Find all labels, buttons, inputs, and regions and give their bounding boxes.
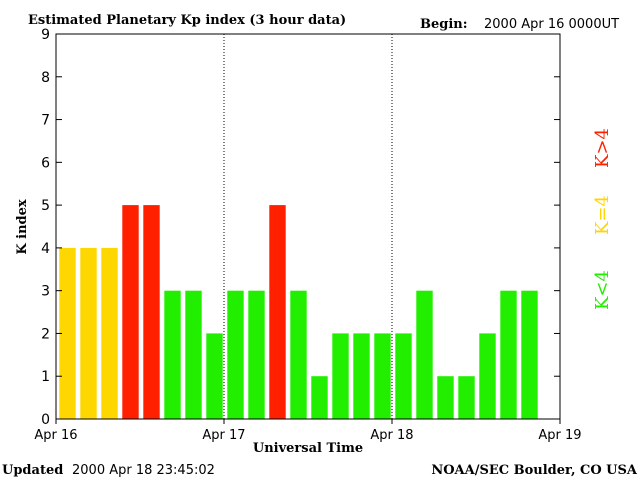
source-credit: NOAA/SEC Boulder, CO USA xyxy=(431,463,638,478)
kp-bar xyxy=(143,205,160,419)
y-tick-label: 3 xyxy=(41,284,50,300)
kp-bar xyxy=(458,376,475,419)
legend-equal: K=4 xyxy=(592,195,613,235)
x-tick-label: Apr 19 xyxy=(538,428,581,443)
plot-frame xyxy=(55,33,561,420)
kp-bar xyxy=(227,290,244,419)
updated-value: 2000 Apr 18 23:45:02 xyxy=(72,463,215,478)
kp-bar xyxy=(206,333,223,419)
kp-bar xyxy=(59,247,76,419)
y-axis-label: K index xyxy=(15,199,30,255)
begin-label: Begin: xyxy=(420,17,468,32)
y-tick-label: 7 xyxy=(41,113,50,129)
begin-value: 2000 Apr 16 0000UT xyxy=(484,17,619,32)
kp-bar xyxy=(164,290,181,419)
kp-bar xyxy=(374,333,391,419)
day-grid-lines xyxy=(223,34,393,419)
updated-label: Updated xyxy=(2,463,63,478)
kp-bar xyxy=(248,290,265,419)
y-tick-label: 0 xyxy=(41,412,50,428)
kp-bar xyxy=(479,333,496,419)
kp-bar xyxy=(353,333,370,419)
kp-bar xyxy=(500,290,517,419)
kp-bar xyxy=(311,376,328,419)
kp-bar xyxy=(269,205,286,419)
legend-low: K<4 xyxy=(592,270,613,310)
chart-title: Estimated Planetary Kp index (3 hour dat… xyxy=(28,13,346,28)
y-tick-label: 1 xyxy=(41,369,50,385)
kp-bar xyxy=(437,376,454,419)
y-tick-label: 6 xyxy=(41,155,50,171)
kp-bar xyxy=(290,290,307,419)
kp-bar xyxy=(521,290,538,419)
kp-bars xyxy=(59,205,538,419)
kp-bar xyxy=(332,333,349,419)
y-tick-label: 2 xyxy=(41,326,50,342)
kp-bar xyxy=(80,247,97,419)
y-tick-label: 4 xyxy=(41,241,50,257)
kp-bar xyxy=(101,247,118,419)
x-tick-label: Apr 16 xyxy=(34,428,77,443)
legend-high: K>4 xyxy=(592,128,613,168)
kp-bar xyxy=(395,333,412,419)
y-axis-ticks: 0 1 2 3 4 5 6 7 8 9 xyxy=(41,27,560,428)
y-tick-label: 5 xyxy=(41,198,50,214)
x-tick-label: Apr 18 xyxy=(370,428,413,443)
y-tick-label: 8 xyxy=(41,70,50,86)
x-tick-label: Apr 17 xyxy=(202,428,245,443)
kp-bar xyxy=(185,290,202,419)
kp-bar xyxy=(416,290,433,419)
x-axis-ticks: Apr 16 Apr 17 Apr 18 Apr 19 xyxy=(34,419,582,443)
kp-bar xyxy=(122,205,139,419)
y-tick-label: 9 xyxy=(41,27,50,43)
x-axis-label: Universal Time xyxy=(253,441,363,456)
